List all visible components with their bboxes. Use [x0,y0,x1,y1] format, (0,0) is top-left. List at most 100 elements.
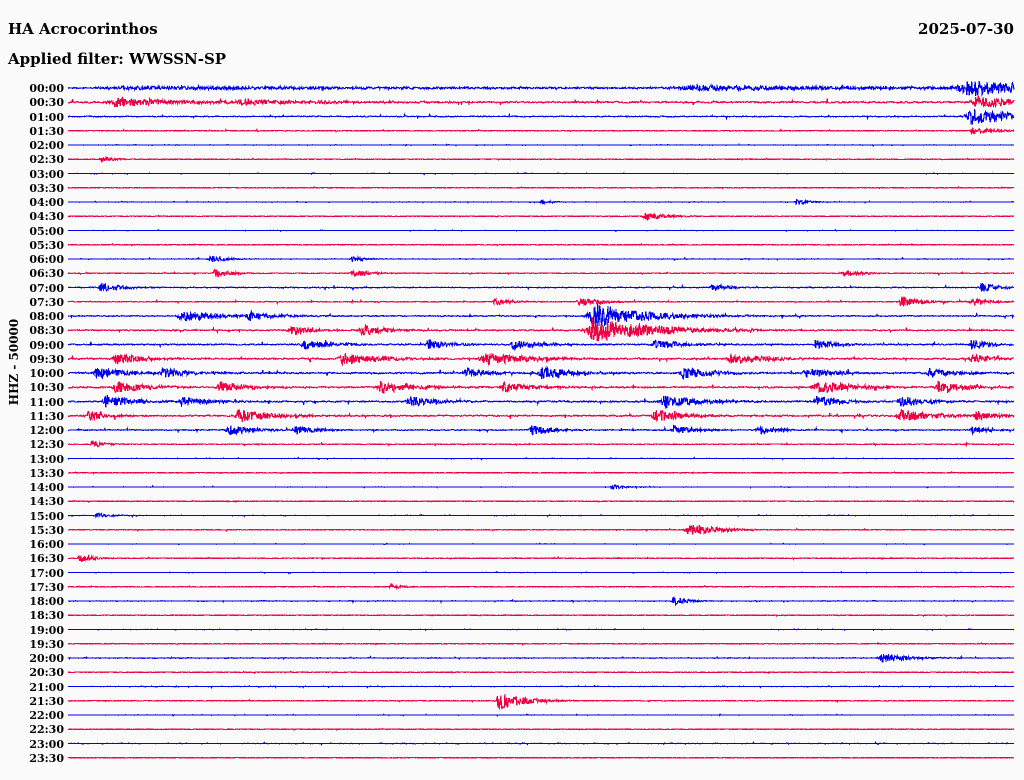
time-tick-label: 12:30 [29,438,64,452]
time-tick-label: 11:00 [29,395,64,409]
trace-line [67,740,1015,746]
time-tick-label: 14:30 [29,495,64,509]
trace-line [67,713,1015,717]
time-tick-label: 20:30 [29,666,64,680]
trace-line [67,108,1015,125]
time-tick-label: 08:30 [29,324,64,338]
trace-line [67,365,1015,381]
trace-line [67,423,1015,436]
trace-line [67,499,1015,504]
trace-canvas [67,81,1015,760]
time-tick-label: 08:00 [29,310,64,323]
time-tick-label: 07:30 [29,295,64,309]
time-tick-label: 00:30 [29,96,64,110]
time-tick-label: 11:30 [29,409,64,423]
seismogram-plot [0,76,1024,776]
time-tick-label: 01:30 [29,124,64,138]
time-tick-label: 16:00 [29,538,64,551]
time-tick-label: 13:00 [29,452,64,466]
time-tick-label: 16:30 [29,552,64,566]
trace-line [67,282,1015,293]
time-tick-label: 09:30 [29,352,64,366]
trace-line [67,727,1015,732]
applied-filter-label: Applied filter: WWSSN-SP [8,50,227,68]
trace-line [67,456,1015,461]
time-tick-label: 18:00 [29,595,64,608]
time-tick-label: 05:30 [29,238,64,252]
trace-line [67,81,1015,97]
trace-line [67,316,1015,342]
time-tick-label: 02:00 [29,139,64,152]
trace-line [67,613,1015,618]
time-tick-label: 17:00 [29,566,64,580]
trace-line [67,582,1014,591]
time-axis-ticks: 00:00 00:30 01:00 01:30 02:00 02:30 03:00 03:30… [0,76,64,776]
trace-line [67,470,1015,475]
trace-line [67,255,1015,263]
time-tick-label: 15:00 [29,509,64,523]
trace-line [67,143,1015,147]
trace-line [67,352,1015,367]
time-tick-label: 20:00 [29,652,64,665]
time-tick-label: 04:30 [29,210,64,224]
trace-line [67,171,1015,176]
trace-line [67,155,1015,163]
trace-line [67,483,1015,490]
time-tick-label: 03:00 [29,167,64,181]
trace-line [67,542,1015,546]
time-tick-label: 12:00 [29,424,64,437]
time-tick-label: 23:30 [29,751,64,765]
trace-line [67,198,1015,206]
trace-line [67,380,1015,394]
trace-line [67,95,1015,109]
trace-line [67,212,1015,221]
trace-line [67,303,1015,331]
trace-line [67,554,1015,562]
time-tick-label: 01:00 [29,110,64,124]
trace-line [67,339,1015,352]
time-tick-label: 21:00 [29,680,64,694]
time-tick-label: 06:30 [29,267,64,281]
time-tick-label: 00:00 [29,82,64,95]
trace-line [67,756,1014,760]
time-tick-label: 10:30 [29,381,64,395]
trace-line [67,570,1015,575]
trace-line [67,653,1015,663]
time-tick-label: 15:30 [29,523,64,537]
trace-line [67,127,1015,136]
trace-line [67,228,1015,233]
trace-line [67,440,1015,448]
trace-line [67,395,1015,410]
trace-line [67,242,1015,247]
trace-line [67,641,1014,646]
trace-line [67,684,1015,690]
time-tick-label: 04:00 [29,196,64,209]
time-tick-label: 17:30 [29,580,64,594]
time-tick-label: 13:30 [29,466,64,480]
trace-line [67,693,1015,710]
trace-line [67,185,1015,190]
time-tick-label: 02:30 [29,153,64,167]
trace-line [67,596,1015,607]
time-tick-label: 05:00 [29,224,64,238]
trace-line [67,409,1015,423]
trace-line [67,512,1015,519]
trace-line [67,670,1015,675]
trace-line [67,627,1015,632]
time-tick-label: 14:00 [29,481,64,494]
station-title: HA Acrocorinthos [8,20,158,38]
time-tick-label: 19:30 [29,637,64,651]
time-tick-label: 22:30 [29,723,64,737]
time-tick-label: 21:30 [29,694,64,708]
time-tick-label: 03:30 [29,181,64,195]
time-tick-label: 23:00 [29,737,64,751]
time-tick-label: 18:30 [29,609,64,623]
trace-line [67,296,1015,307]
time-tick-label: 19:00 [29,623,64,637]
time-tick-label: 06:00 [29,253,64,266]
time-tick-label: 07:00 [29,281,64,295]
time-tick-label: 10:00 [29,367,64,380]
trace-line [68,525,1015,535]
record-date: 2025-07-30 [918,20,1014,38]
